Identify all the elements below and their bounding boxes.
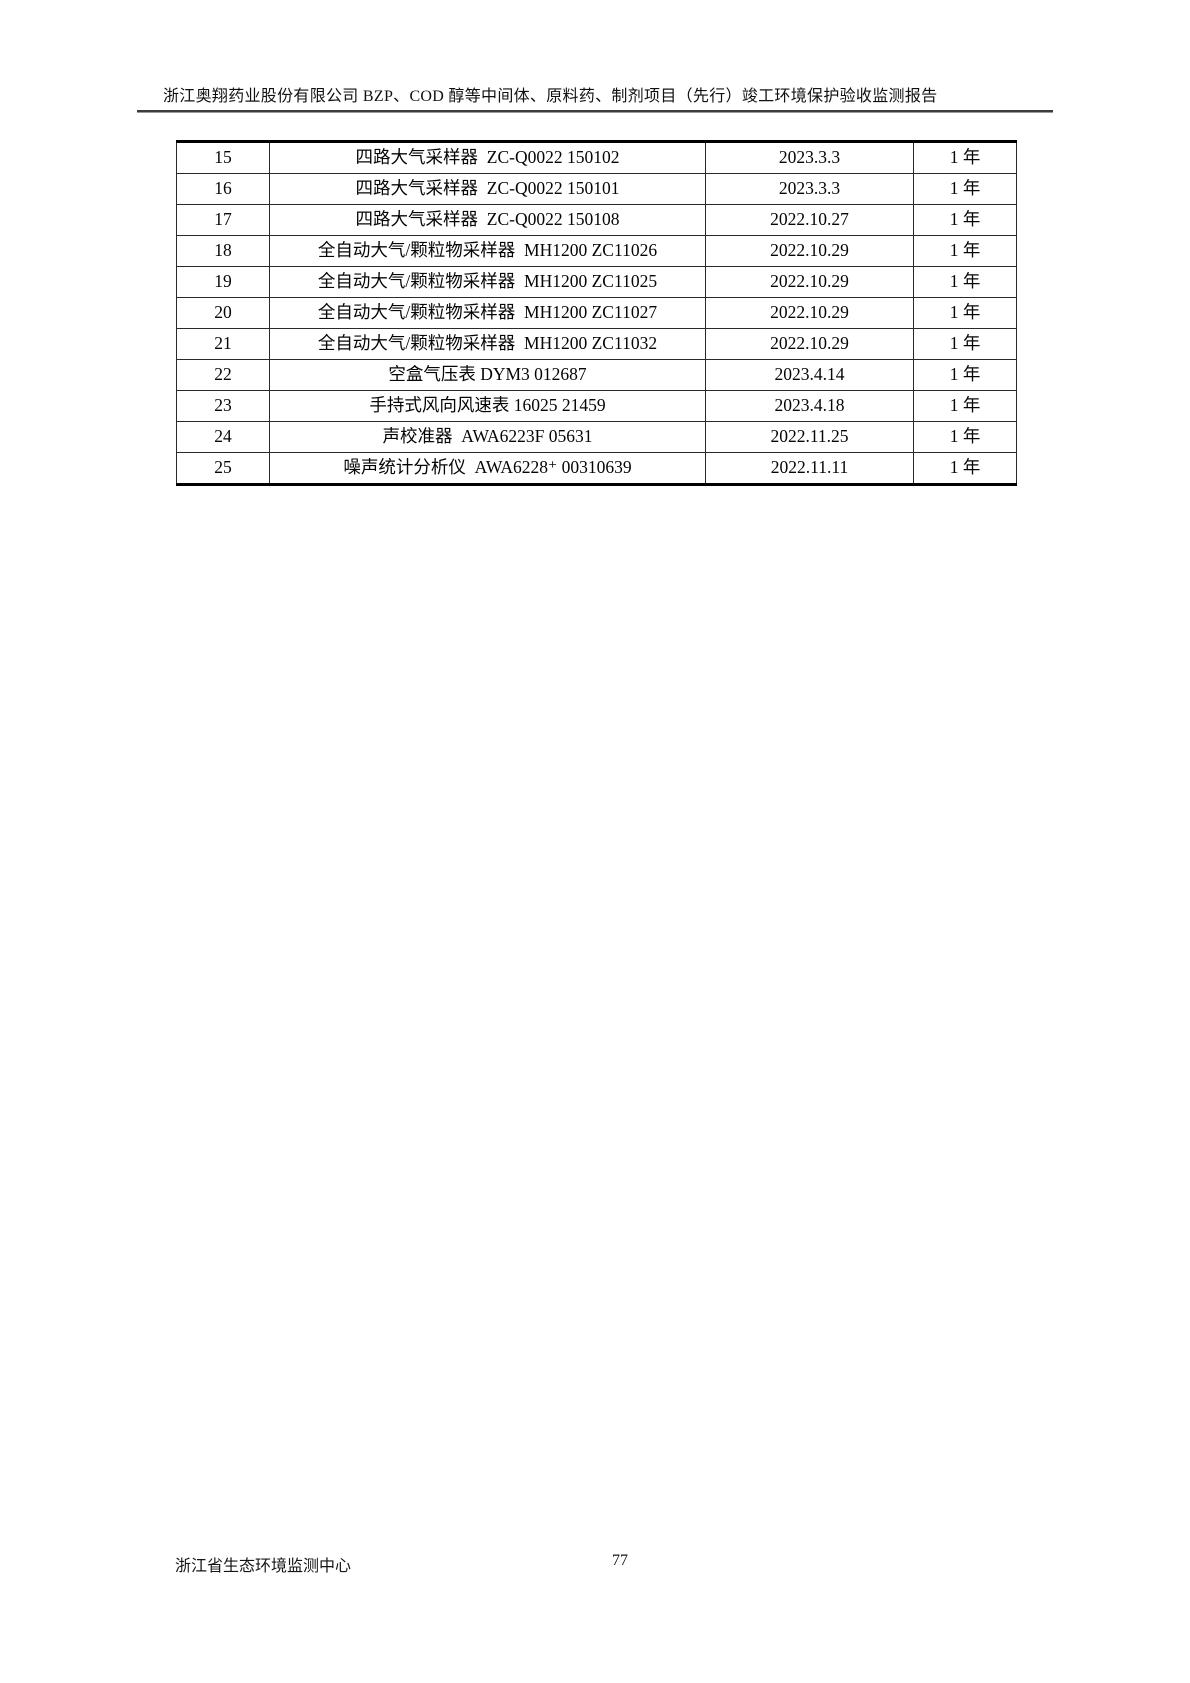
- cell-instrument-name: 四路大气采样器 ZC-Q0022 150102: [269, 141, 706, 174]
- table-row: 23 手持式风向风速表 16025 21459 2023.4.18 1 年: [176, 390, 1017, 422]
- header-divider: [137, 110, 1053, 113]
- cell-instrument-name: 声校准器 AWA6223F 05631: [269, 421, 706, 453]
- cell-validity-period: 1 年: [913, 297, 1017, 329]
- cell-row-number: 24: [176, 421, 270, 453]
- table-row: 18 全自动大气/颗粒物采样器 MH1200 ZC11026 2022.10.2…: [176, 235, 1017, 267]
- cell-instrument-name: 噪声统计分析仪 AWA6228⁺ 00310639: [269, 452, 706, 485]
- cell-row-number: 16: [176, 173, 270, 205]
- cell-instrument-name: 全自动大气/颗粒物采样器 MH1200 ZC11025: [269, 266, 706, 298]
- table-row: 15 四路大气采样器 ZC-Q0022 150102 2023.3.3 1 年: [176, 141, 1017, 174]
- cell-validity-period: 1 年: [913, 328, 1017, 360]
- footer-organization: 浙江省生态环境监测中心: [175, 1558, 352, 1575]
- cell-calibration-date: 2022.10.29: [705, 328, 914, 360]
- table-row: 19 全自动大气/颗粒物采样器 MH1200 ZC11025 2022.10.2…: [176, 266, 1017, 298]
- cell-calibration-date: 2022.10.29: [705, 297, 914, 329]
- cell-validity-period: 1 年: [913, 141, 1017, 174]
- cell-row-number: 17: [176, 204, 270, 236]
- cell-instrument-name: 空盒气压表 DYM3 012687: [269, 359, 706, 391]
- equipment-table: 15 四路大气采样器 ZC-Q0022 150102 2023.3.3 1 年 …: [176, 140, 1017, 486]
- cell-instrument-name: 全自动大气/颗粒物采样器 MH1200 ZC11026: [269, 235, 706, 267]
- cell-instrument-name: 全自动大气/颗粒物采样器 MH1200 ZC11027: [269, 297, 706, 329]
- table-row: 21 全自动大气/颗粒物采样器 MH1200 ZC11032 2022.10.2…: [176, 328, 1017, 360]
- cell-validity-period: 1 年: [913, 390, 1017, 422]
- cell-calibration-date: 2022.10.27: [705, 204, 914, 236]
- cell-calibration-date: 2023.4.14: [705, 359, 914, 391]
- table-row: 25 噪声统计分析仪 AWA6228⁺ 00310639 2022.11.11 …: [176, 452, 1017, 485]
- cell-calibration-date: 2023.3.3: [705, 173, 914, 205]
- table-row: 22 空盒气压表 DYM3 012687 2023.4.14 1 年: [176, 359, 1017, 391]
- equipment-table-body: 15 四路大气采样器 ZC-Q0022 150102 2023.3.3 1 年 …: [176, 141, 1017, 485]
- table-row: 16 四路大气采样器 ZC-Q0022 150101 2023.3.3 1 年: [176, 173, 1017, 205]
- cell-row-number: 15: [176, 141, 270, 174]
- cell-validity-period: 1 年: [913, 204, 1017, 236]
- cell-calibration-date: 2022.11.25: [705, 421, 914, 453]
- cell-validity-period: 1 年: [913, 359, 1017, 391]
- cell-validity-period: 1 年: [913, 266, 1017, 298]
- cell-calibration-date: 2022.10.29: [705, 235, 914, 267]
- cell-validity-period: 1 年: [913, 421, 1017, 453]
- cell-row-number: 18: [176, 235, 270, 267]
- cell-calibration-date: 2022.10.29: [705, 266, 914, 298]
- cell-calibration-date: 2023.4.18: [705, 390, 914, 422]
- cell-instrument-name: 四路大气采样器 ZC-Q0022 150108: [269, 204, 706, 236]
- cell-calibration-date: 2023.3.3: [705, 141, 914, 174]
- page-header-title: 浙江奥翔药业股份有限公司 BZP、COD 醇等中间体、原料药、制剂项目（先行）竣…: [163, 88, 938, 105]
- cell-row-number: 20: [176, 297, 270, 329]
- table-row: 24 声校准器 AWA6223F 05631 2022.11.25 1 年: [176, 421, 1017, 453]
- cell-instrument-name: 四路大气采样器 ZC-Q0022 150101: [269, 173, 706, 205]
- cell-validity-period: 1 年: [913, 173, 1017, 205]
- cell-calibration-date: 2022.11.11: [705, 452, 914, 485]
- cell-row-number: 22: [176, 359, 270, 391]
- cell-validity-period: 1 年: [913, 452, 1017, 485]
- cell-row-number: 23: [176, 390, 270, 422]
- cell-row-number: 21: [176, 328, 270, 360]
- cell-validity-period: 1 年: [913, 235, 1017, 267]
- table-row: 20 全自动大气/颗粒物采样器 MH1200 ZC11027 2022.10.2…: [176, 297, 1017, 329]
- cell-instrument-name: 全自动大气/颗粒物采样器 MH1200 ZC11032: [269, 328, 706, 360]
- cell-row-number: 19: [176, 266, 270, 298]
- table-row: 17 四路大气采样器 ZC-Q0022 150108 2022.10.27 1 …: [176, 204, 1017, 236]
- cell-instrument-name: 手持式风向风速表 16025 21459: [269, 390, 706, 422]
- cell-row-number: 25: [176, 452, 270, 485]
- footer-page-number: 77: [612, 1552, 628, 1569]
